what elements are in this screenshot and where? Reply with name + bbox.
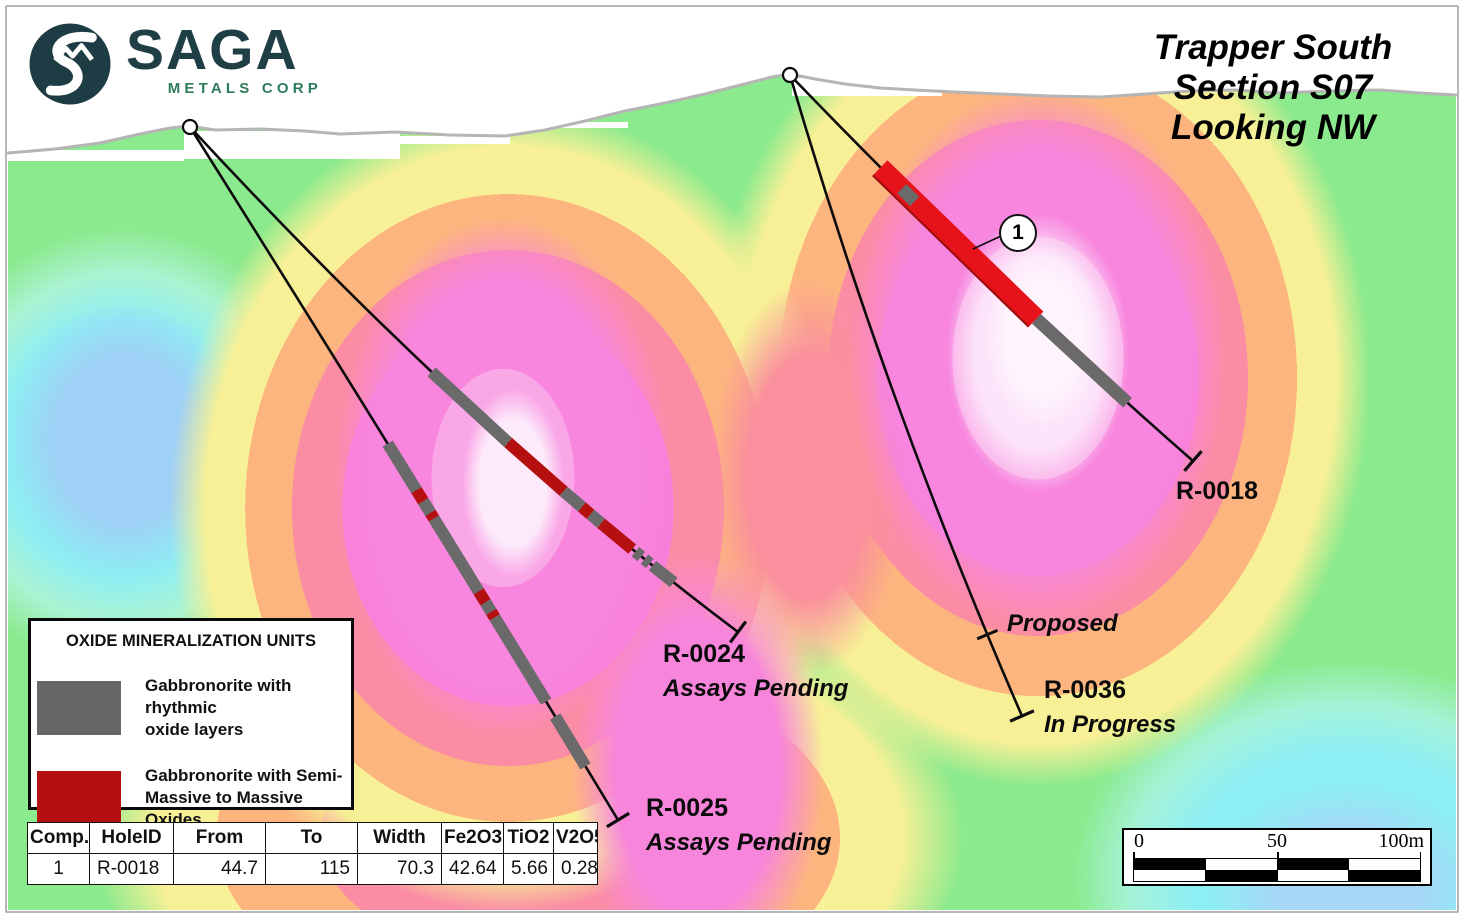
brand-subtitle: METALS CORP [167, 80, 322, 97]
callout-number: 1 [1012, 221, 1024, 244]
scale-checker-bar [1133, 858, 1421, 882]
scale-label-0: 0 [1134, 830, 1144, 852]
legend-title: OXIDE MINERALIZATION UNITS [66, 632, 316, 650]
cell: 5.66 [503, 853, 554, 885]
scale-bar: 0 50 100m [1122, 828, 1432, 886]
cell: 115 [265, 853, 358, 885]
cell: 0.288 [553, 853, 598, 885]
company-logo: SAGA METALS CORP [26, 20, 322, 108]
header-cell: Width [357, 822, 442, 854]
header-cell: Comp. [27, 822, 90, 854]
header-cell: TiO2 [503, 822, 554, 854]
assay-table: Comp.HoleIDFromToWidthFe2O3TiO2V2O51R-00… [27, 822, 598, 885]
mineralized-interval-callout: 1 [999, 214, 1037, 252]
saga-logo-icon [29, 23, 111, 105]
legend: OXIDE MINERALIZATION UNITS Gabbronorite … [28, 618, 354, 829]
cell: 44.7 [173, 853, 266, 885]
cell: 42.64 [441, 853, 504, 885]
scale-label-50: 50 [1267, 830, 1287, 852]
cell: 70.3 [357, 853, 442, 885]
legend-items: Gabbronorite with rhythmic oxide layers G… [31, 675, 351, 832]
legend-item: Gabbronorite with rhythmic oxide layers [37, 675, 351, 741]
cell: 1 [27, 853, 90, 885]
header-cell: From [173, 822, 266, 854]
rhythmic-oxide-swatch [37, 681, 121, 736]
section-title-line1: Trapper South [1153, 28, 1393, 67]
section-title-line2: Section S07 [1173, 68, 1373, 107]
header-cell: HoleID [89, 822, 174, 854]
header-cell: V2O5 [553, 822, 598, 854]
cell: R-0018 [89, 853, 174, 885]
header-cell: Fe2O3 [441, 822, 504, 854]
massive-oxide-swatch [37, 771, 121, 826]
assay-table-container: Comp.HoleIDFromToWidthFe2O3TiO2V2O51R-00… [27, 822, 598, 885]
legend-item-label: Gabbronorite with rhythmic oxide layers [145, 676, 292, 740]
section-title-line3: Looking NW [1170, 108, 1376, 147]
scale-label-100: 100m [1378, 830, 1424, 852]
table-header-row: Comp.HoleIDFromToWidthFe2O3TiO2V2O5 [27, 822, 598, 854]
header-cell: To [265, 822, 358, 854]
brand-name: SAGA [126, 18, 299, 82]
section-title: Trapper South Section S07 Looking NW [1118, 28, 1428, 148]
